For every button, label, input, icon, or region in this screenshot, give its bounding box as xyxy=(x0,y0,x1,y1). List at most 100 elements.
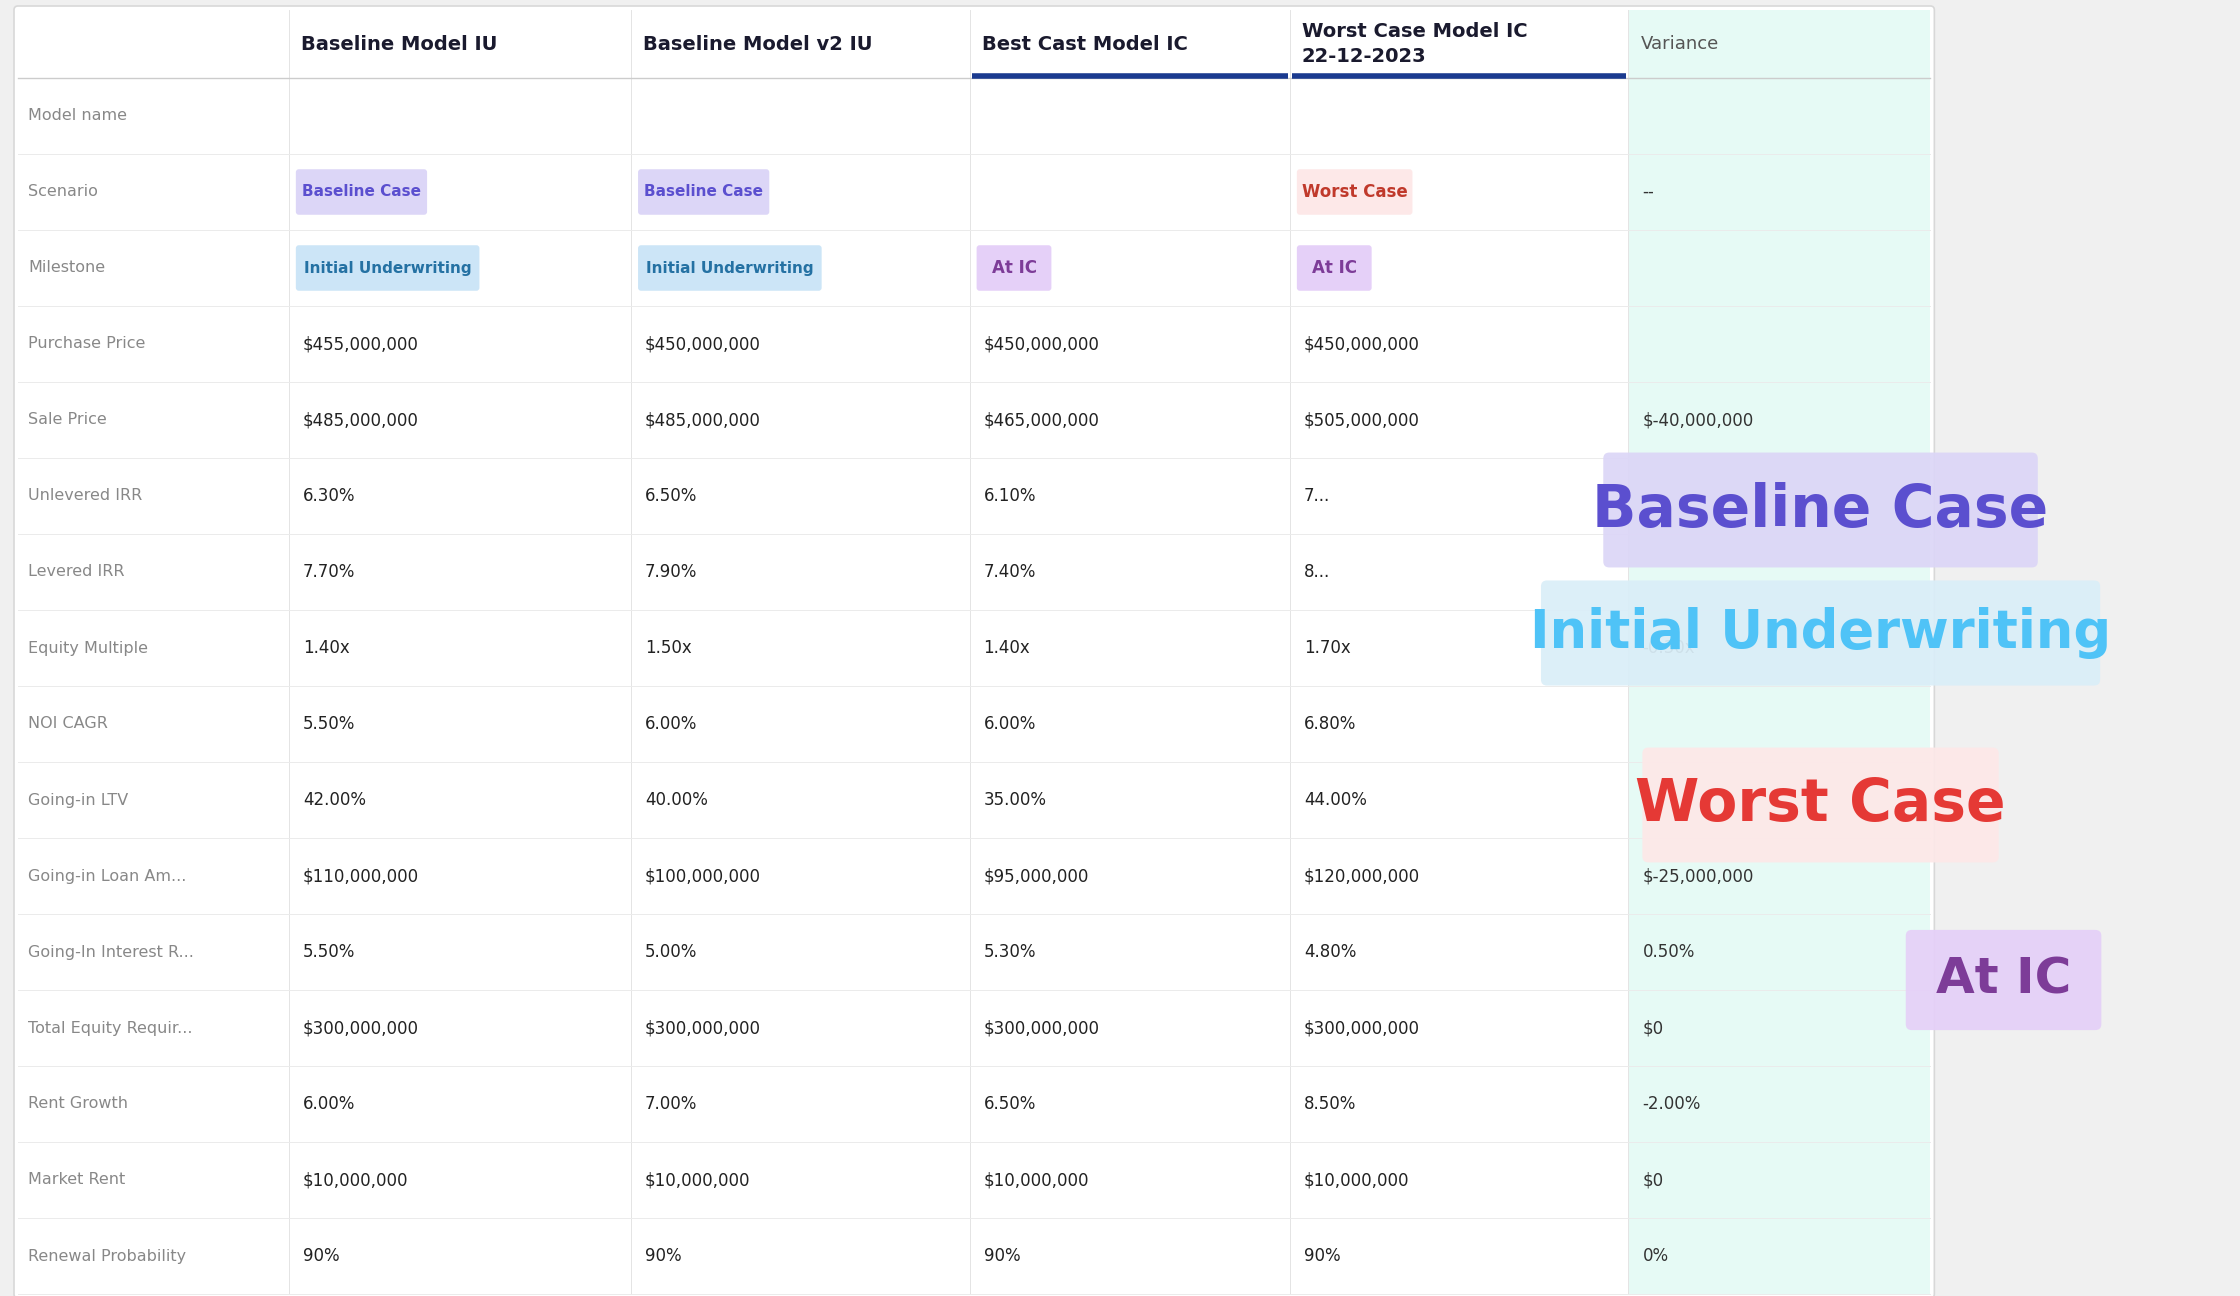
Text: Unlevered IRR: Unlevered IRR xyxy=(27,489,143,504)
FancyBboxPatch shape xyxy=(1906,931,2101,1030)
Text: -0.30x: -0.30x xyxy=(1642,639,1696,657)
Text: 90%: 90% xyxy=(645,1247,681,1265)
Text: 42.00%: 42.00% xyxy=(302,791,365,809)
Text: $100,000,000: $100,000,000 xyxy=(645,867,762,885)
Text: $450,000,000: $450,000,000 xyxy=(645,334,762,353)
Text: 6.00%: 6.00% xyxy=(302,1095,356,1113)
Text: $0: $0 xyxy=(1642,1172,1664,1188)
Text: Renewal Probability: Renewal Probability xyxy=(27,1248,186,1264)
Text: 40.00%: 40.00% xyxy=(645,791,708,809)
Text: Baseline Model v2 IU: Baseline Model v2 IU xyxy=(643,35,874,53)
Text: $450,000,000: $450,000,000 xyxy=(1304,334,1420,353)
Text: Rent Growth: Rent Growth xyxy=(27,1096,128,1112)
Text: $465,000,000: $465,000,000 xyxy=(983,411,1100,429)
Text: $300,000,000: $300,000,000 xyxy=(983,1019,1100,1037)
Text: $450,000,000: $450,000,000 xyxy=(983,334,1100,353)
Text: $505,000,000: $505,000,000 xyxy=(1304,411,1420,429)
Text: 90%: 90% xyxy=(1304,1247,1340,1265)
FancyBboxPatch shape xyxy=(977,245,1051,290)
Text: $110,000,000: $110,000,000 xyxy=(302,867,419,885)
FancyBboxPatch shape xyxy=(1541,581,2101,686)
Text: Best Cast Model IC: Best Cast Model IC xyxy=(981,35,1187,53)
Text: Equity Multiple: Equity Multiple xyxy=(27,640,148,656)
Text: 7.40%: 7.40% xyxy=(983,562,1035,581)
Text: $300,000,000: $300,000,000 xyxy=(645,1019,762,1037)
Text: Baseline Case: Baseline Case xyxy=(302,184,421,200)
Text: 6.80%: 6.80% xyxy=(1304,715,1355,734)
Text: 6.30%: 6.30% xyxy=(302,487,356,505)
Text: 0.50%: 0.50% xyxy=(1642,943,1696,962)
Text: Total Equity Requir...: Total Equity Requir... xyxy=(27,1020,193,1036)
Text: $10,000,000: $10,000,000 xyxy=(645,1172,750,1188)
Text: 1.40x: 1.40x xyxy=(983,639,1030,657)
Text: 5.30%: 5.30% xyxy=(983,943,1037,962)
Text: $-25,000,000: $-25,000,000 xyxy=(1642,867,1754,885)
Text: $10,000,000: $10,000,000 xyxy=(983,1172,1089,1188)
Text: 6.00%: 6.00% xyxy=(645,715,697,734)
FancyBboxPatch shape xyxy=(1297,245,1371,290)
Text: At IC: At IC xyxy=(1313,259,1357,277)
Text: $-40,000,000: $-40,000,000 xyxy=(1642,411,1754,429)
Text: $455,000,000: $455,000,000 xyxy=(302,334,419,353)
Text: Model name: Model name xyxy=(27,109,128,123)
Text: Going-In Interest R...: Going-In Interest R... xyxy=(27,945,195,959)
Text: 90%: 90% xyxy=(302,1247,340,1265)
Text: 8.50%: 8.50% xyxy=(1304,1095,1355,1113)
FancyBboxPatch shape xyxy=(296,170,428,215)
FancyBboxPatch shape xyxy=(1642,748,1998,862)
Text: 7.90%: 7.90% xyxy=(645,562,697,581)
Text: $485,000,000: $485,000,000 xyxy=(302,411,419,429)
Text: 0%: 0% xyxy=(1642,1247,1669,1265)
Text: 4.80%: 4.80% xyxy=(1304,943,1355,962)
FancyBboxPatch shape xyxy=(1297,170,1413,215)
Text: 8...: 8... xyxy=(1304,562,1331,581)
Text: At IC: At IC xyxy=(1935,956,2072,1004)
Text: Variance: Variance xyxy=(1640,35,1718,53)
Text: Worst Case Model IC
22-12-2023: Worst Case Model IC 22-12-2023 xyxy=(1301,22,1528,66)
Text: Initial Underwriting: Initial Underwriting xyxy=(1530,607,2110,658)
FancyBboxPatch shape xyxy=(13,6,1935,1296)
Text: At IC: At IC xyxy=(992,259,1037,277)
Text: Baseline Model IU: Baseline Model IU xyxy=(300,35,497,53)
FancyBboxPatch shape xyxy=(1604,452,2038,568)
Text: 6.00%: 6.00% xyxy=(983,715,1035,734)
FancyBboxPatch shape xyxy=(638,170,768,215)
Text: $120,000,000: $120,000,000 xyxy=(1304,867,1420,885)
Text: 90%: 90% xyxy=(983,1247,1019,1265)
Text: Levered IRR: Levered IRR xyxy=(27,565,125,579)
Text: 5.00%: 5.00% xyxy=(645,943,697,962)
Text: 6.50%: 6.50% xyxy=(645,487,697,505)
Text: Going-in LTV: Going-in LTV xyxy=(27,792,128,807)
Text: Baseline Case: Baseline Case xyxy=(645,184,764,200)
Text: Worst Case: Worst Case xyxy=(1635,776,2005,833)
Text: NOI CAGR: NOI CAGR xyxy=(27,717,108,731)
Text: $485,000,000: $485,000,000 xyxy=(645,411,762,429)
Text: 1.40x: 1.40x xyxy=(302,639,349,657)
FancyBboxPatch shape xyxy=(1628,10,1931,1293)
Text: Worst Case: Worst Case xyxy=(1301,183,1407,201)
Text: $300,000,000: $300,000,000 xyxy=(1304,1019,1420,1037)
FancyBboxPatch shape xyxy=(296,245,479,290)
Text: 7...: 7... xyxy=(1304,487,1331,505)
Text: Initial Underwriting: Initial Underwriting xyxy=(305,260,470,276)
Text: $10,000,000: $10,000,000 xyxy=(1304,1172,1409,1188)
Text: Sale Price: Sale Price xyxy=(27,412,108,428)
FancyBboxPatch shape xyxy=(638,245,822,290)
Text: 7.70%: 7.70% xyxy=(302,562,356,581)
Text: 6.50%: 6.50% xyxy=(983,1095,1035,1113)
Text: $95,000,000: $95,000,000 xyxy=(983,867,1089,885)
Text: Purchase Price: Purchase Price xyxy=(27,337,146,351)
Text: 7.00%: 7.00% xyxy=(645,1095,697,1113)
Text: 1.70x: 1.70x xyxy=(1304,639,1351,657)
Text: Milestone: Milestone xyxy=(27,260,105,276)
Text: 1.50x: 1.50x xyxy=(645,639,692,657)
Text: 6.10%: 6.10% xyxy=(983,487,1037,505)
Text: 44.00%: 44.00% xyxy=(1304,791,1366,809)
Text: Market Rent: Market Rent xyxy=(27,1173,125,1187)
Text: 35.00%: 35.00% xyxy=(983,791,1046,809)
Text: --: -- xyxy=(1642,183,1653,201)
Text: 5.50%: 5.50% xyxy=(302,715,356,734)
Text: Initial Underwriting: Initial Underwriting xyxy=(645,260,813,276)
Text: $300,000,000: $300,000,000 xyxy=(302,1019,419,1037)
Text: Scenario: Scenario xyxy=(27,184,99,200)
